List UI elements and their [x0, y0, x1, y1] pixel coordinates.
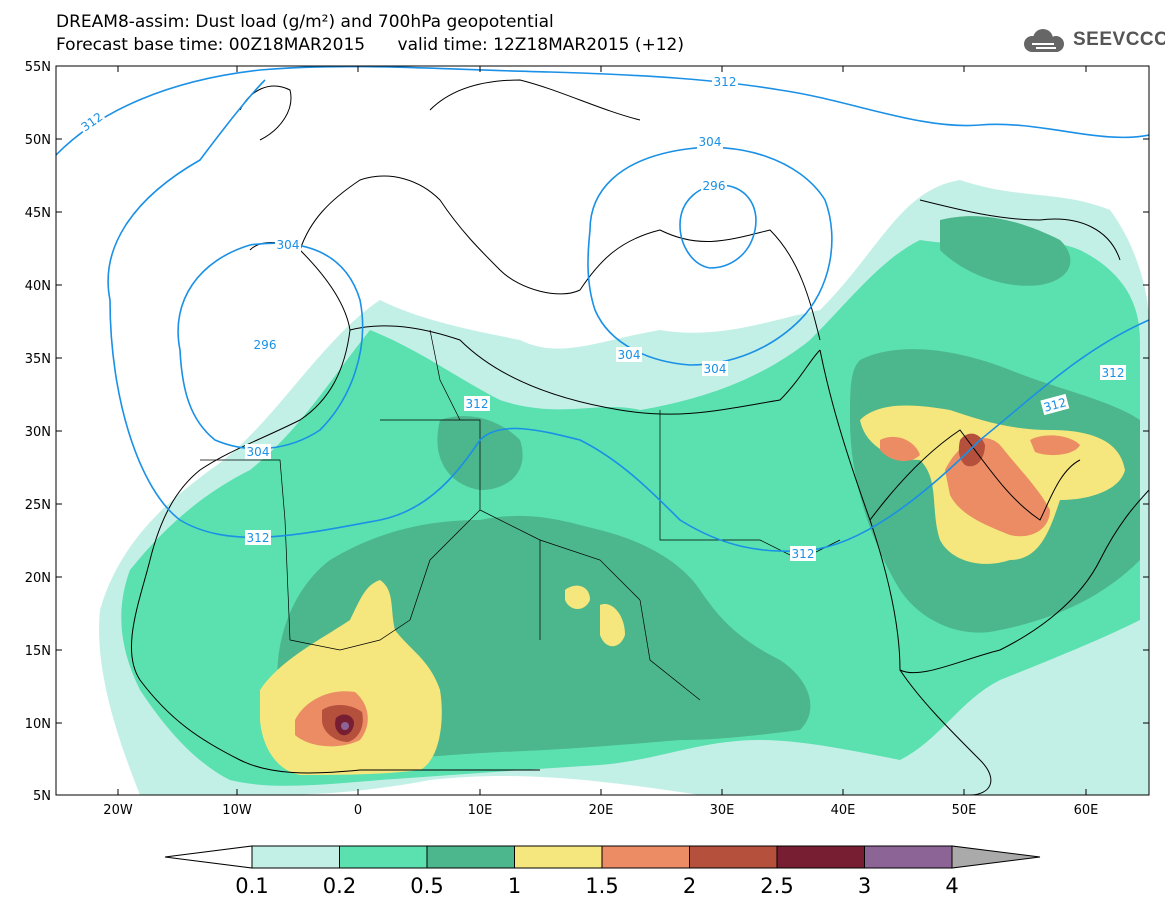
- contour-label: 304: [616, 347, 642, 362]
- colorbar-swatch: [776, 845, 865, 869]
- lat-label: 15N: [25, 644, 51, 659]
- colorbar-swatch: [689, 845, 778, 869]
- svg-text:304: 304: [699, 135, 722, 149]
- contour-label: 312: [1040, 393, 1070, 416]
- svg-text:304: 304: [704, 362, 727, 376]
- contour-label: 312: [790, 546, 816, 561]
- dust-load-map: 20W 10W 0 10E 20E 30E 40E 50E 60E 55N 50N 45N 40N 35…: [25, 60, 1150, 818]
- colorbar-swatch: [864, 845, 953, 869]
- lon-label: 10E: [468, 803, 493, 818]
- forecast-time-line: Forecast base time: 00Z18MAR2015 valid t…: [56, 35, 684, 55]
- contour-label: 304: [697, 134, 723, 149]
- colorbar-swatch: [251, 845, 340, 869]
- lat-label: 20N: [25, 571, 51, 586]
- colorbar-tick-label: 1.5: [585, 874, 618, 898]
- lat-label: 55N: [25, 60, 51, 75]
- coastlines: [130, 79, 1149, 795]
- colorbar-tick-label: 2.5: [760, 874, 793, 898]
- lon-label: 20E: [589, 803, 614, 818]
- contour-label: 312: [712, 74, 738, 89]
- colorbar-tick-label: 4: [945, 874, 958, 898]
- map-title: DREAM8-assim: Dust load (g/m²) and 700hP…: [56, 12, 554, 32]
- lon-label: 40E: [831, 803, 856, 818]
- cloud-icon: [1024, 29, 1064, 52]
- lat-label: 25N: [25, 498, 51, 513]
- colorbar-tick-label: 0.5: [410, 874, 443, 898]
- colorbar: 0.1 0.2 0.5 1 1.5 2 2.5 3 4: [164, 845, 1041, 898]
- lon-label: 20W: [103, 803, 133, 818]
- logo-text: SEEVCCC: [1073, 29, 1165, 50]
- colorbar-swatch: [514, 845, 603, 869]
- svg-text:304: 304: [247, 445, 270, 459]
- colorbar-tick-label: 0.2: [323, 874, 356, 898]
- colorbar-tick-label: 0.1: [235, 874, 268, 898]
- contour-label: 312: [245, 530, 271, 545]
- lat-label: 40N: [25, 279, 51, 294]
- svg-text:304: 304: [618, 348, 641, 362]
- colorbar-tick-label: 3: [858, 874, 871, 898]
- colorbar-high-arrow: [951, 845, 1041, 869]
- lat-label: 30N: [25, 425, 51, 440]
- geopotential-contours: [56, 66, 1149, 553]
- lon-label: 50E: [952, 803, 977, 818]
- svg-text:312: 312: [1042, 395, 1068, 414]
- country-borders: [200, 329, 841, 701]
- contour-label: 304: [245, 444, 271, 459]
- contour-label: 296: [701, 178, 727, 193]
- lat-label: 5N: [33, 789, 51, 804]
- svg-text:312: 312: [1102, 366, 1125, 380]
- lon-label: 0: [354, 803, 362, 818]
- colorbar-tick-label: 2: [683, 874, 696, 898]
- lon-label: 10W: [222, 803, 252, 818]
- colorbar-swatch: [601, 845, 690, 869]
- dust-field-purple: [341, 722, 349, 730]
- colorbar-tick-label: 1: [508, 874, 521, 898]
- colorbar-low-arrow: [164, 845, 253, 869]
- contour-label: 296: [252, 337, 278, 352]
- lat-label: 35N: [25, 352, 51, 367]
- colorbar-swatch: [339, 845, 428, 869]
- lat-label: 10N: [25, 717, 51, 732]
- svg-text:296: 296: [254, 338, 277, 352]
- contour-label: 312: [464, 396, 490, 411]
- contour-label: 312: [1100, 365, 1126, 380]
- svg-text:312: 312: [792, 547, 815, 561]
- svg-text:312: 312: [714, 75, 737, 89]
- svg-text:304: 304: [277, 238, 300, 252]
- svg-text:296: 296: [703, 179, 726, 193]
- contour-label: 304: [275, 237, 301, 252]
- lon-label: 60E: [1074, 803, 1099, 818]
- lon-label: 30E: [710, 803, 735, 818]
- svg-text:312: 312: [247, 531, 270, 545]
- colorbar-swatch: [426, 845, 515, 869]
- lat-label: 45N: [25, 206, 51, 221]
- svg-text:312: 312: [466, 397, 489, 411]
- contour-label: 304: [702, 361, 728, 376]
- lat-label: 50N: [25, 133, 51, 148]
